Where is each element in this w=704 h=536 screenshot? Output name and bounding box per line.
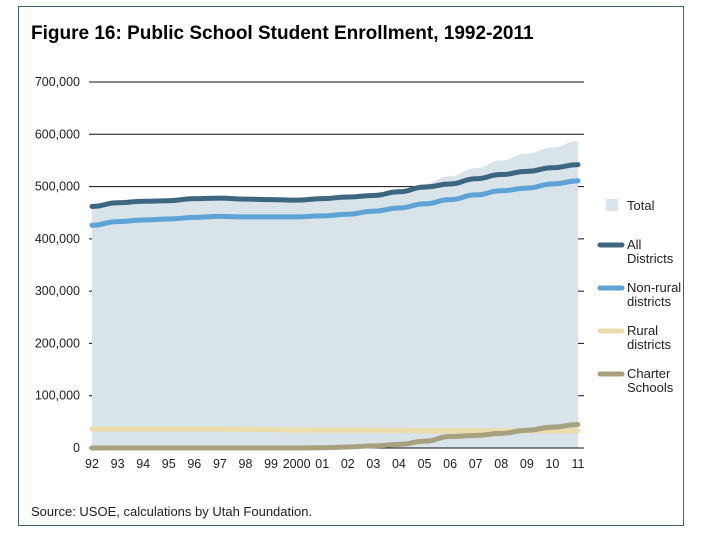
x-tick-label: 94 bbox=[136, 457, 150, 471]
x-tick-label: 09 bbox=[520, 457, 534, 471]
series-line-charter bbox=[89, 421, 581, 451]
y-tick-label: 100,000 bbox=[35, 389, 80, 403]
x-tick-label: 92 bbox=[85, 457, 99, 471]
x-tick-label: 03 bbox=[366, 457, 380, 471]
legend-label-all: Districts bbox=[627, 251, 674, 266]
legend: TotalAllDistrictsNon-ruraldistrictsRural… bbox=[597, 198, 681, 395]
series-area-total bbox=[92, 141, 578, 448]
x-tick-label: 93 bbox=[111, 457, 125, 471]
x-tick-label: 01 bbox=[315, 457, 329, 471]
x-tick-label: 96 bbox=[187, 457, 201, 471]
x-tick-label: 10 bbox=[545, 457, 559, 471]
legend-label-charter: Schools bbox=[627, 380, 674, 395]
y-tick-label: 300,000 bbox=[35, 284, 80, 298]
x-axis: 92 93 94 95 96 97 98 99 2000 01 02 03 04 05 06 07 08 09 10… bbox=[85, 457, 584, 471]
legend-label-all: All bbox=[627, 237, 642, 252]
x-tick-label: 06 bbox=[443, 457, 457, 471]
y-tick-label: 400,000 bbox=[35, 232, 80, 246]
x-tick-label: 98 bbox=[239, 457, 253, 471]
x-tick-label: 95 bbox=[162, 457, 176, 471]
chart-title: Figure 16: Public School Student Enrollm… bbox=[31, 23, 534, 44]
legend-label-nonrural: Non-rural bbox=[627, 280, 681, 295]
series-line-nonrural bbox=[89, 178, 581, 228]
x-tick-label: 99 bbox=[264, 457, 278, 471]
series-line-all bbox=[89, 162, 581, 209]
legend-label-nonrural: districts bbox=[627, 294, 672, 309]
y-tick-label: 200,000 bbox=[35, 336, 80, 350]
x-tick-label: 07 bbox=[469, 457, 483, 471]
x-tick-label: 08 bbox=[494, 457, 508, 471]
legend-label-rural: districts bbox=[627, 337, 672, 352]
y-tick-label: 0 bbox=[73, 441, 80, 455]
x-tick-label: 11 bbox=[572, 457, 585, 471]
y-tick-label: 600,000 bbox=[35, 127, 80, 141]
legend-label-charter: Charter bbox=[627, 366, 671, 381]
plot-area bbox=[89, 141, 584, 451]
chart-source: Source: USOE, calculations by Utah Found… bbox=[31, 504, 313, 519]
y-tick-label: 700,000 bbox=[35, 75, 80, 89]
x-tick-label: 05 bbox=[418, 457, 432, 471]
x-tick-label: 02 bbox=[341, 457, 355, 471]
x-tick-label: 2000 bbox=[283, 457, 311, 471]
y-tick-label: 500,000 bbox=[35, 180, 80, 194]
legend-label-rural: Rural bbox=[627, 323, 658, 338]
x-tick-label: 97 bbox=[213, 457, 227, 471]
series-line-rural bbox=[89, 426, 581, 434]
legend-label-total: Total bbox=[627, 198, 655, 213]
x-tick-label: 04 bbox=[392, 457, 406, 471]
legend-swatch-total bbox=[606, 199, 618, 211]
y-axis: 0 100,000 200,000 300,000 400,000 500,000 600,… bbox=[35, 75, 80, 455]
